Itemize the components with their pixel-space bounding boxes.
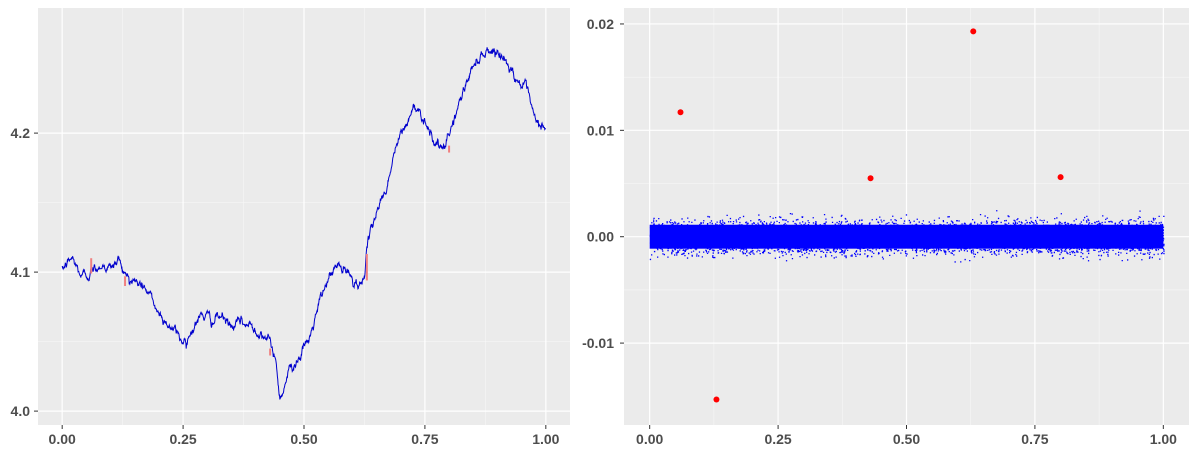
right-panel: -0.01 0.00 0.01 0.02 0.00 0.25 0.50 0.75 1.00 (582, 8, 1189, 447)
x-tick-label: 0.25 (169, 431, 196, 447)
y-tick-label: 4.2 (11, 125, 31, 141)
x-tick-label: 0.75 (1021, 431, 1048, 447)
left-x-axis: 0.00 0.25 0.50 0.75 1.00 (49, 425, 560, 447)
jump-point (713, 396, 720, 403)
jump-point (867, 175, 874, 182)
jump-point (677, 109, 684, 116)
x-tick-label: 0.00 (49, 431, 76, 447)
y-tick-label: 4.1 (11, 264, 31, 280)
left-y-axis: 4.0 4.1 4.2 (11, 125, 38, 419)
left-gridlines (38, 8, 570, 425)
x-tick-label: 1.00 (532, 431, 559, 447)
left-series (61, 47, 547, 400)
right-series (649, 28, 1165, 403)
jump-point (1057, 174, 1064, 181)
jump-point (970, 28, 977, 35)
x-tick-label: 1.00 (1150, 431, 1177, 447)
x-tick-label: 0.25 (764, 431, 791, 447)
x-tick-label: 0.75 (411, 431, 438, 447)
price-path-line (61, 47, 547, 400)
x-tick-label: 0.00 (636, 431, 663, 447)
left-panel: 4.0 4.1 4.2 0.00 0.25 0.50 0.75 1.00 (11, 8, 570, 447)
y-tick-label: 4.0 (11, 403, 31, 419)
right-x-axis: 0.00 0.25 0.50 0.75 1.00 (636, 425, 1177, 447)
y-tick-label: -0.01 (582, 335, 614, 351)
right-y-axis: -0.01 0.00 0.01 0.02 (582, 16, 624, 351)
increment-core-band (649, 224, 1164, 249)
y-tick-label: 0.02 (587, 16, 614, 32)
x-tick-label: 0.50 (290, 431, 317, 447)
y-tick-label: 0.00 (587, 229, 614, 245)
y-tick-label: 0.01 (587, 122, 614, 138)
x-tick-label: 0.50 (893, 431, 920, 447)
